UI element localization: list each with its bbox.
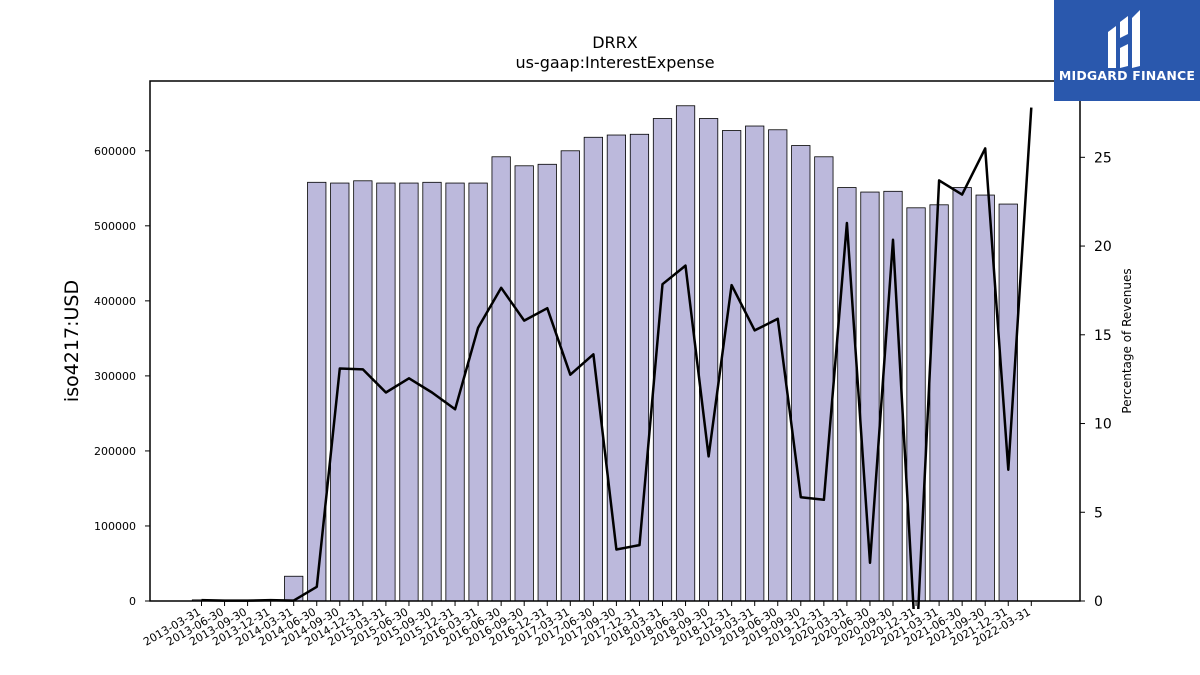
- y-tick-label: 0: [129, 595, 136, 608]
- bar: [514, 165, 534, 602]
- series-line: [201, 107, 1033, 609]
- y-tick-label: 500000: [94, 220, 136, 233]
- midgard-logo-icon: [1108, 10, 1140, 68]
- bar: [445, 182, 465, 602]
- bar: [722, 130, 742, 602]
- bar-series: [191, 105, 1018, 602]
- bar: [952, 187, 972, 602]
- y-tick-label: 300000: [94, 370, 136, 383]
- bar: [537, 163, 557, 602]
- y-axis-right: 0 5 10 15 20 25: [1080, 150, 1112, 610]
- bar: [699, 118, 719, 602]
- y2-tick-label: 10: [1094, 417, 1112, 433]
- y-axis-left: 0 100000 200000 300000 400000 500000 600000: [94, 145, 150, 608]
- y2-tick-label: 5: [1094, 505, 1103, 521]
- y-tick-label: 200000: [94, 445, 136, 458]
- x-axis: 2013-03-312013-06-302013-09-302013-12-31…: [141, 601, 1033, 649]
- bar: [399, 182, 419, 602]
- y2-tick-label: 25: [1094, 150, 1112, 166]
- y2-axis-label: Percentage of Revenues: [1120, 268, 1134, 413]
- bar: [837, 187, 857, 602]
- bar: [998, 203, 1018, 602]
- chart-title: DRRX: [592, 33, 638, 52]
- midgard-finance-logo: MIDGARD FINANCE: [1054, 0, 1200, 101]
- y2-tick-label: 0: [1094, 594, 1103, 610]
- bar: [583, 136, 603, 602]
- bar: [975, 194, 995, 602]
- chart-subtitle: us-gaap:InterestExpense: [515, 53, 714, 72]
- bar: [791, 145, 811, 602]
- line-series: [201, 107, 1033, 609]
- bar: [629, 133, 650, 602]
- bar: [860, 191, 880, 602]
- logo-text: MIDGARD FINANCE: [1058, 68, 1196, 83]
- y-tick-label: 600000: [94, 145, 136, 158]
- y2-tick-label: 15: [1094, 328, 1112, 344]
- plot-frame: [149, 80, 1081, 602]
- bar: [491, 156, 511, 602]
- bar: [307, 181, 327, 602]
- y-tick-label: 400000: [94, 295, 136, 308]
- bar: [330, 182, 350, 602]
- bar: [468, 182, 488, 602]
- bar: [929, 204, 949, 602]
- bar: [606, 134, 627, 602]
- y2-tick-label: 20: [1094, 239, 1112, 255]
- y-tick-label: 100000: [94, 520, 136, 533]
- bar: [675, 105, 696, 602]
- bar: [745, 125, 765, 602]
- bar: [814, 156, 834, 602]
- y-axis-label: iso4217:USD: [61, 280, 83, 402]
- bar: [353, 180, 373, 602]
